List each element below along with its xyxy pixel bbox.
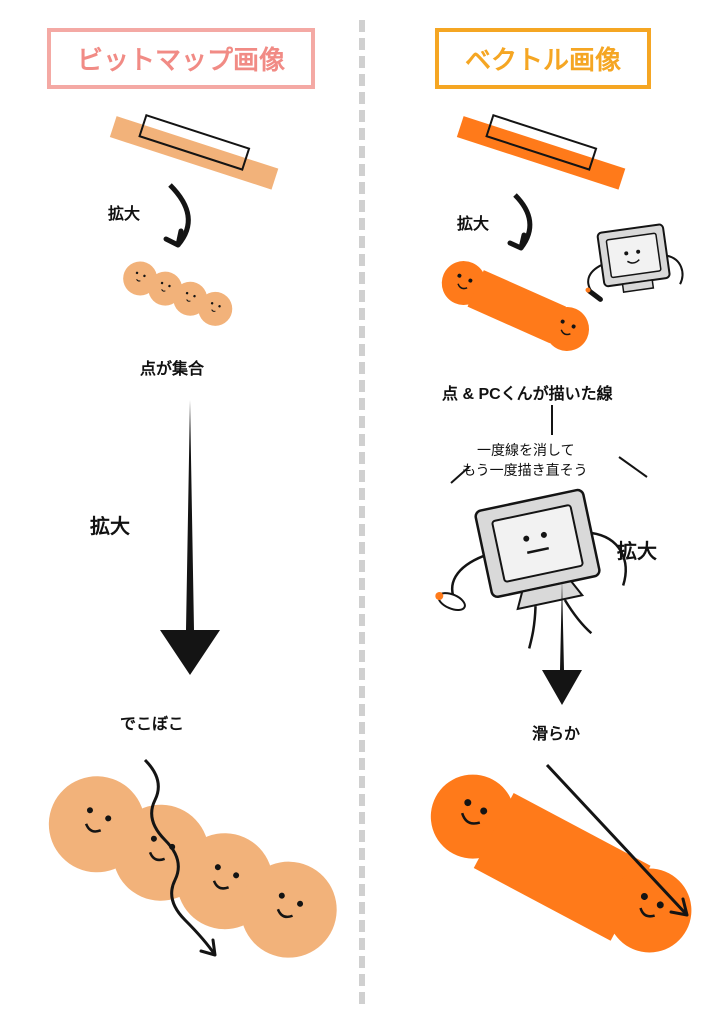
bitmap-dots-small (110, 255, 250, 345)
bitmap-caption2: でこぼこ (120, 710, 184, 734)
speech-line1: 一度線を消して (477, 440, 575, 460)
speech-line (542, 405, 562, 440)
bitmap-zoom2-label: 拡大 (90, 510, 130, 539)
bitmap-column: ビットマップ画像 拡大 点が集合 拡大 でこぼこ (0, 0, 362, 1024)
vector-caption2: 滑らか (532, 720, 580, 744)
bitmap-dots-large (25, 740, 345, 1010)
vector-title: ベクトル画像 (435, 28, 651, 89)
pc-character-small (582, 210, 692, 320)
vector-caption1: 点 & PCくんが描いた線 (442, 380, 613, 404)
vector-zoom1-label: 拡大 (457, 210, 489, 234)
vector-shape-large (402, 750, 722, 1010)
bitmap-zoom1-label: 拡大 (108, 200, 140, 224)
vector-zoom2-arrow (532, 580, 592, 710)
bitmap-title: ビットマップ画像 (47, 28, 315, 89)
vector-source-shape (457, 120, 627, 200)
vector-zoom2-label: 拡大 (617, 535, 657, 564)
bitmap-zoom1-arrow (150, 180, 220, 260)
bitmap-caption1: 点が集合 (140, 355, 204, 379)
vector-column: ベクトル画像 拡大 (362, 0, 724, 1024)
bitmap-zoom2-arrow (150, 400, 230, 680)
